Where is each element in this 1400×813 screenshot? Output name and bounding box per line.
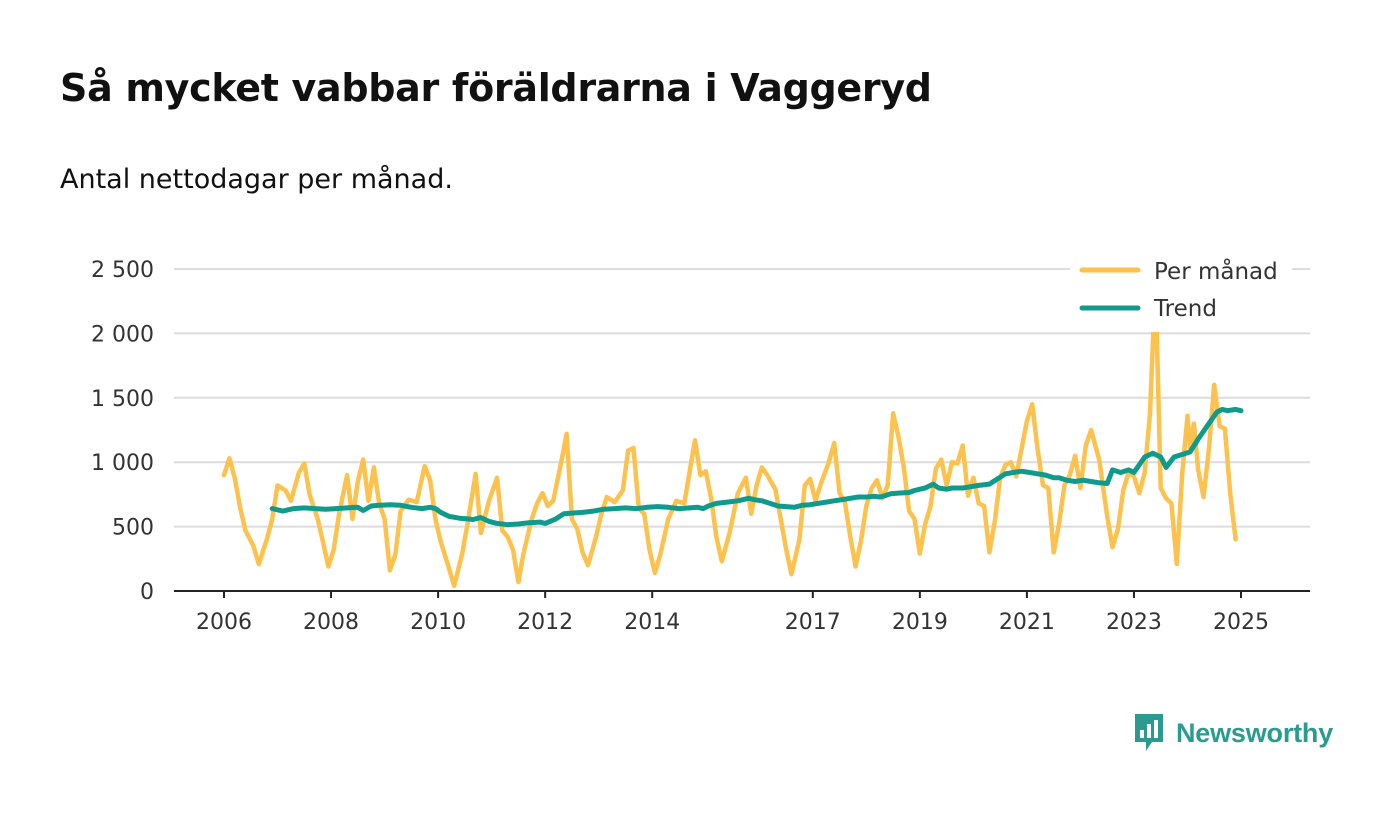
- chart-subtitle: Antal nettodagar per månad.: [60, 164, 453, 195]
- legend: Per månad Trend: [1070, 252, 1292, 332]
- x-tick-label: 2012: [517, 610, 573, 635]
- series-lines: [221, 277, 1244, 589]
- x-tick-label: 2019: [892, 610, 948, 635]
- y-tick-label: 1 500: [91, 387, 154, 412]
- x-tick-label: 2014: [624, 610, 680, 635]
- legend-label-trend: Trend: [1153, 296, 1217, 322]
- x-tick-label: 2008: [303, 610, 359, 635]
- axes: 0 500 1 000 1 500 2 000 2 500 2006 2008 2010 2012…: [91, 258, 1310, 635]
- y-tick-label: 0: [140, 580, 154, 605]
- series-line-trend: [269, 406, 1244, 528]
- x-tick-label: 2017: [785, 610, 841, 635]
- x-tick-label: 2025: [1213, 610, 1269, 635]
- y-tick-label: 2 000: [91, 322, 154, 347]
- newsworthy-logo: Newsworthy: [1132, 712, 1333, 754]
- y-tick-label: 1 000: [91, 451, 154, 476]
- x-tick-label: 2021: [999, 610, 1055, 635]
- x-tick-label: 2023: [1106, 610, 1162, 635]
- bar-chart-speech-bubble-icon: [1135, 714, 1163, 751]
- chart-title: Så mycket vabbar föräldrarna i Vaggeryd: [60, 66, 932, 110]
- legend-background: [1070, 252, 1292, 332]
- y-tick-label: 500: [112, 516, 154, 541]
- x-tick-label: 2006: [196, 610, 252, 635]
- legend-label-per-manad: Per månad: [1154, 257, 1278, 285]
- brand-name: Newsworthy: [1176, 717, 1334, 748]
- y-tick-label: 2 500: [91, 258, 154, 283]
- x-tick-label: 2010: [410, 610, 466, 635]
